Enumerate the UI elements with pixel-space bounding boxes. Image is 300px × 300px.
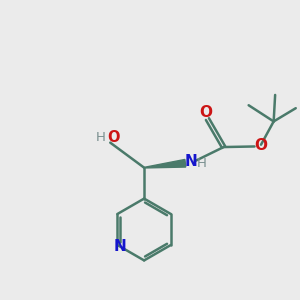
Text: N: N — [113, 239, 126, 254]
Text: N: N — [185, 154, 198, 169]
Text: O: O — [200, 105, 212, 120]
Text: O: O — [254, 138, 267, 153]
Text: H: H — [196, 157, 206, 170]
Polygon shape — [144, 159, 186, 168]
Text: H: H — [96, 131, 106, 144]
Text: O: O — [107, 130, 120, 145]
